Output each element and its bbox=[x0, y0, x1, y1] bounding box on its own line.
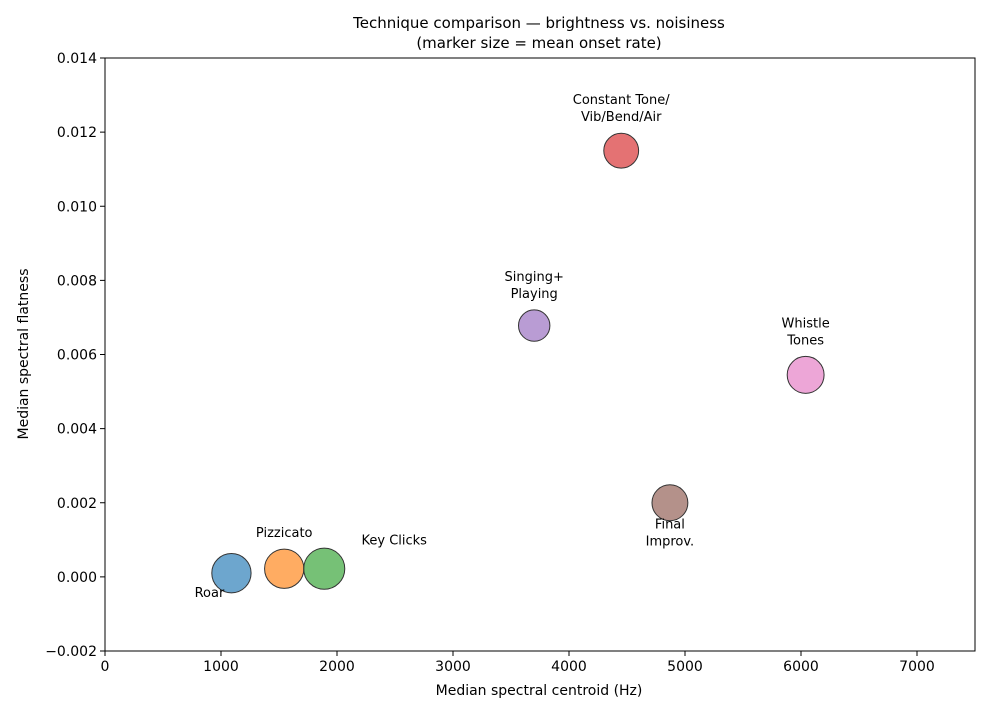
point-label: Constant Tone/Vib/Bend/Air bbox=[573, 93, 670, 125]
y-tick-label: 0.002 bbox=[57, 496, 97, 512]
data-point bbox=[264, 548, 305, 589]
chart-subtitle: (marker size = mean onset rate) bbox=[416, 34, 661, 52]
data-point bbox=[603, 132, 640, 169]
point-label: Pizzicato bbox=[256, 526, 313, 541]
x-tick-label: 6000 bbox=[783, 659, 819, 675]
chart-title: Technique comparison — brightness vs. no… bbox=[352, 14, 725, 32]
y-tick-label: 0.006 bbox=[57, 348, 97, 364]
y-tick-label: 0.010 bbox=[57, 199, 97, 215]
point-labels-layer: Roar Pizzicato Key Clicks Constant Tone/Vib… bbox=[195, 93, 830, 601]
data-point bbox=[211, 553, 252, 594]
data-point bbox=[303, 547, 346, 590]
point-label: Key Clicks bbox=[362, 534, 428, 549]
x-tick-label: 3000 bbox=[435, 659, 471, 675]
y-tick-label: 0.004 bbox=[57, 422, 97, 438]
x-tick-label: 4000 bbox=[551, 659, 587, 675]
x-tick-label: 2000 bbox=[319, 659, 355, 675]
y-tick-label: 0.008 bbox=[57, 273, 97, 289]
y-tick-label: 0.012 bbox=[57, 125, 97, 141]
y-tick-label: 0.000 bbox=[57, 570, 97, 586]
point-label: Final Improv. bbox=[646, 518, 695, 550]
y-axis-ticks: −0.002 0.000 0.002 0.004 0.006 0.008 0.010 0.01… bbox=[45, 51, 105, 660]
points-layer bbox=[211, 132, 825, 594]
x-axis-label: Median spectral centroid (Hz) bbox=[436, 683, 643, 699]
y-tick-label: 0.014 bbox=[57, 51, 97, 67]
x-tick-label: 7000 bbox=[899, 659, 935, 675]
y-tick-label: −0.002 bbox=[45, 644, 97, 660]
data-point bbox=[518, 309, 551, 342]
y-axis-label: Median spectral flatness bbox=[16, 269, 32, 440]
point-label: Singing+ Playing bbox=[505, 270, 564, 302]
x-tick-label: 1000 bbox=[203, 659, 239, 675]
data-point bbox=[651, 484, 689, 522]
x-tick-label: 5000 bbox=[667, 659, 703, 675]
x-axis-ticks: 0 1000 2000 3000 4000 5000 6000 7000 bbox=[101, 651, 935, 675]
data-point bbox=[786, 355, 825, 394]
point-label: Roar bbox=[195, 586, 225, 601]
point-label: Whistle Tones bbox=[782, 316, 830, 348]
x-tick-label: 0 bbox=[101, 659, 110, 675]
